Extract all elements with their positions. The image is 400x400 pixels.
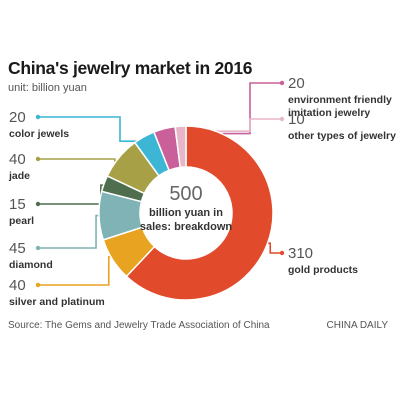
donut-slices [98, 125, 274, 301]
category-label-5: color jewels [9, 128, 69, 140]
category-label-6-0: environment friendly [288, 94, 392, 106]
center-total: 500 [169, 183, 202, 205]
category-label-0: gold products [288, 264, 358, 276]
leader-dot-5 [35, 114, 41, 120]
category-label-2: diamond [9, 259, 53, 271]
leader-dot-7 [279, 116, 285, 122]
slice-7 [174, 125, 187, 169]
value-label-1: 40 [9, 277, 26, 294]
category-label-1: silver and platinum [9, 296, 105, 308]
value-label-2: 45 [9, 240, 26, 257]
center-caption-line2: sales: breakdown [140, 221, 233, 233]
leader-dot-0 [279, 250, 285, 256]
category-label-3: pearl [9, 215, 34, 227]
leader-dot-1 [35, 282, 41, 288]
leader-line-4 [38, 158, 123, 162]
slice-0 [125, 125, 274, 301]
unit-label: unit: billion yuan [8, 82, 87, 94]
source-note: Source: The Gems and Jewelry Trade Assoc… [8, 320, 270, 331]
value-label-6: 20 [288, 75, 305, 92]
center-caption-line1: billion yuan in [149, 207, 223, 219]
category-label-4: jade [8, 170, 30, 182]
category-label-6-1: imitation jewelry [288, 107, 370, 119]
slice-labels: 310 gold products 40 silver and platinum 45 d… [8, 75, 396, 308]
leader-dot-2 [35, 245, 41, 251]
value-label-3: 15 [9, 196, 26, 213]
leader-dot-4 [35, 156, 41, 162]
chart-title: China's jewelry market in 2016 [8, 58, 253, 78]
leader-dot-3 [35, 201, 41, 207]
value-label-7: 10 [288, 111, 305, 128]
leader-line-2 [38, 214, 105, 249]
leader-line-5 [38, 116, 147, 142]
category-label-7: other types of jewelry [288, 130, 396, 142]
brand-credit: CHINA DAILY [326, 320, 389, 331]
value-label-0: 310 [288, 245, 313, 262]
leader-dot-6 [279, 80, 285, 86]
value-label-4: 40 [9, 151, 26, 168]
leader-line-3 [38, 184, 109, 205]
value-label-5: 20 [9, 109, 26, 126]
